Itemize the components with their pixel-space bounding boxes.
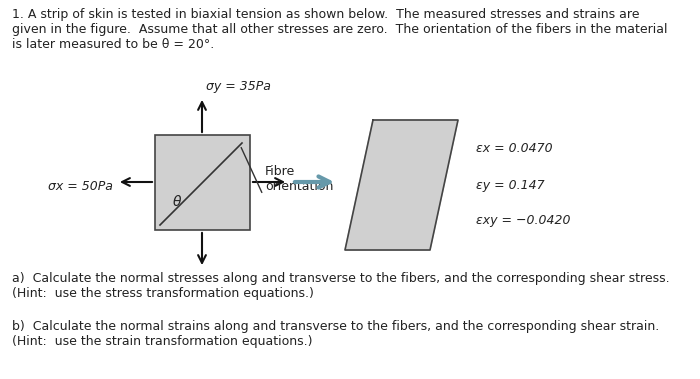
Text: εx = 0.0470: εx = 0.0470 [476, 142, 552, 155]
Text: Fibre
orientation: Fibre orientation [265, 165, 333, 193]
Text: εxy = −0.0420: εxy = −0.0420 [476, 214, 570, 227]
Text: θ: θ [173, 195, 181, 209]
Text: σx = 50Pa: σx = 50Pa [48, 180, 113, 194]
Bar [155, 135, 250, 230]
Polygon shape [345, 120, 458, 250]
Text: b)  Calculate the normal strains along and transverse to the fibers, and the cor: b) Calculate the normal strains along an… [12, 320, 659, 348]
Text: 1. A strip of skin is tested in biaxial tension as shown below.  The measured st: 1. A strip of skin is tested in biaxial … [12, 8, 668, 51]
Text: a)  Calculate the normal stresses along and transverse to the fibers, and the co: a) Calculate the normal stresses along a… [12, 272, 670, 300]
Text: εy = 0.147: εy = 0.147 [476, 179, 545, 191]
Text: σy = 35Pa: σy = 35Pa [206, 80, 271, 93]
